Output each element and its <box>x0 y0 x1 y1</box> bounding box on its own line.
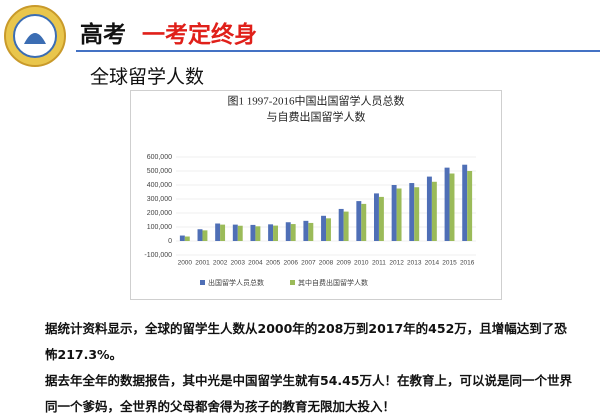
x-tick-label: 2016 <box>460 260 475 267</box>
bar <box>290 224 296 241</box>
x-tick-label: 2009 <box>336 260 351 267</box>
bar <box>321 215 326 241</box>
x-tick-label: 2010 <box>354 260 369 267</box>
bar <box>250 224 256 241</box>
x-tick-label: 2008 <box>319 260 334 267</box>
bar <box>326 218 331 241</box>
slide-title: 高考 <box>80 22 126 48</box>
y-tick-label: 200,000 <box>147 210 172 217</box>
bar <box>361 203 367 241</box>
bar <box>374 193 379 241</box>
bar <box>303 220 309 241</box>
bar <box>197 229 203 241</box>
bar <box>184 236 190 241</box>
legend-swatch <box>200 280 205 285</box>
y-tick-label: 100,000 <box>147 224 172 231</box>
chart-title: 与自费出国留学人数 <box>267 110 366 124</box>
bar <box>431 181 437 241</box>
bar <box>378 196 384 241</box>
chart: 图1 1997-2016中国出国留学人员总数 与自费出国留学人数 -100,00… <box>130 90 502 300</box>
x-tick-label: 2007 <box>301 260 316 267</box>
body-text: 据统计资料显示，全球的留学生人数从2000年的208万到2017年的452万，且… <box>45 316 575 420</box>
x-tick-label: 2011 <box>372 260 386 267</box>
bar <box>232 224 238 241</box>
slogan: 一考定终身 <box>142 22 257 48</box>
bar <box>285 222 291 241</box>
x-tick-label: 2015 <box>442 260 457 267</box>
bar <box>409 183 415 241</box>
x-tick-label: 2013 <box>407 260 422 267</box>
section-title: 全球留学人数 <box>90 66 205 88</box>
y-tick-label: 0 <box>168 238 172 245</box>
x-tick-label: 2000 <box>178 260 193 267</box>
bar <box>426 176 432 241</box>
bar <box>414 187 420 241</box>
bar <box>255 226 261 241</box>
x-tick-label: 2002 <box>213 260 228 267</box>
bar <box>273 225 278 241</box>
legend-swatch <box>290 280 295 285</box>
y-tick-label: 400,000 <box>147 182 172 189</box>
legend-label: 其中自费出国留学人数 <box>298 278 368 287</box>
chart-frame <box>130 90 502 300</box>
header-rule <box>76 50 600 52</box>
bar <box>391 185 397 241</box>
x-tick-label: 2006 <box>283 260 298 267</box>
bar <box>202 230 208 241</box>
x-tick-label: 2012 <box>389 260 404 267</box>
bar <box>467 171 473 241</box>
bar <box>356 201 362 241</box>
x-tick-label: 2004 <box>248 260 263 267</box>
bar <box>444 167 450 241</box>
bar <box>237 225 243 241</box>
bar <box>449 173 455 241</box>
y-tick-label: 600,000 <box>147 154 172 161</box>
x-tick-label: 2005 <box>266 260 281 267</box>
x-tick-label: 2003 <box>231 260 246 267</box>
bar <box>220 224 226 241</box>
chart-title: 图1 1997-2016中国出国留学人员总数 <box>228 94 405 108</box>
x-tick-label: 2001 <box>195 260 210 267</box>
bar <box>308 222 314 241</box>
y-tick-label: 500,000 <box>147 168 172 175</box>
y-tick-label: 300,000 <box>147 196 172 203</box>
paragraph: 据去年全年的数据报告，其中光是中国留学生就有54.45万人！在教育上，可以说是同… <box>45 373 573 414</box>
bar <box>215 223 221 241</box>
legend-label: 出国留学人员总数 <box>208 278 264 287</box>
bar <box>179 235 185 241</box>
logo <box>4 5 66 67</box>
bar <box>268 224 274 241</box>
paragraph: 据统计资料显示，全球的留学生人数从2000年的208万到2017年的452万，且… <box>45 321 567 362</box>
y-tick-label: -100,000 <box>144 252 172 259</box>
slide: {"header": {"title": "高考", "slogan": "一考… <box>4 5 600 414</box>
bar <box>462 164 468 241</box>
bar <box>343 211 349 241</box>
bar <box>396 188 402 241</box>
bar <box>338 208 344 241</box>
x-tick-label: 2014 <box>425 260 440 267</box>
